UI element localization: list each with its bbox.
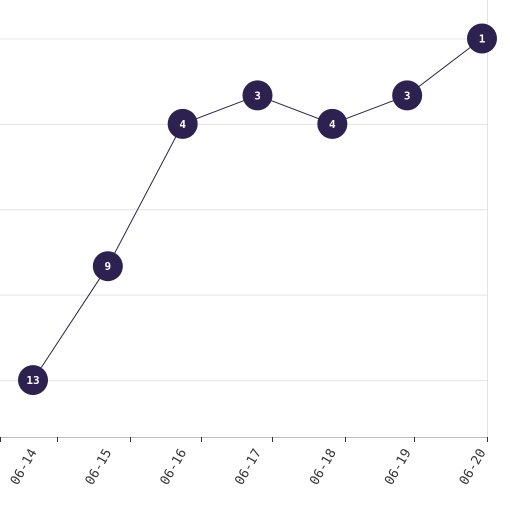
grid-layer: [0, 38, 487, 382]
data-point-label: 1: [479, 32, 486, 45]
data-point[interactable]: 3: [242, 80, 273, 111]
x-tick-label: 06-14: [8, 446, 41, 488]
data-point-label: 13: [26, 374, 39, 387]
data-point-label: 3: [404, 89, 411, 102]
data-point-marker[interactable]: [392, 80, 423, 111]
point-layer: 13 9 4 3 4 3 1: [18, 23, 497, 396]
x-tick-label-layer: 06-14 06-15 06-16 06-17 06-18 06-19 06-20: [8, 446, 490, 488]
x-tick-label: 06-20: [457, 447, 490, 488]
data-point-marker[interactable]: [18, 365, 48, 396]
data-point[interactable]: 4: [167, 108, 198, 139]
x-tick-label: 06-19: [382, 447, 415, 488]
data-point-label: 3: [254, 89, 261, 102]
data-point-marker[interactable]: [467, 23, 497, 54]
data-point[interactable]: 4: [317, 108, 348, 139]
data-point-marker[interactable]: [242, 80, 273, 111]
axis-layer: [0, 0, 488, 442]
data-point-marker[interactable]: [167, 108, 198, 139]
data-point[interactable]: 3: [392, 80, 423, 111]
x-tick-label: 06-15: [83, 447, 116, 488]
data-point-label: 4: [179, 118, 186, 131]
data-point-marker[interactable]: [317, 108, 348, 139]
x-tick-label: 06-18: [307, 447, 340, 488]
data-point-label: 9: [105, 260, 112, 273]
data-point-marker[interactable]: [92, 251, 123, 282]
data-point[interactable]: 9: [92, 251, 123, 282]
x-tick-label: 06-17: [232, 447, 265, 488]
data-point-label: 4: [329, 118, 336, 131]
data-point[interactable]: 1: [467, 23, 497, 54]
x-tick-label: 06-16: [158, 447, 191, 488]
data-point[interactable]: 13: [18, 365, 48, 396]
